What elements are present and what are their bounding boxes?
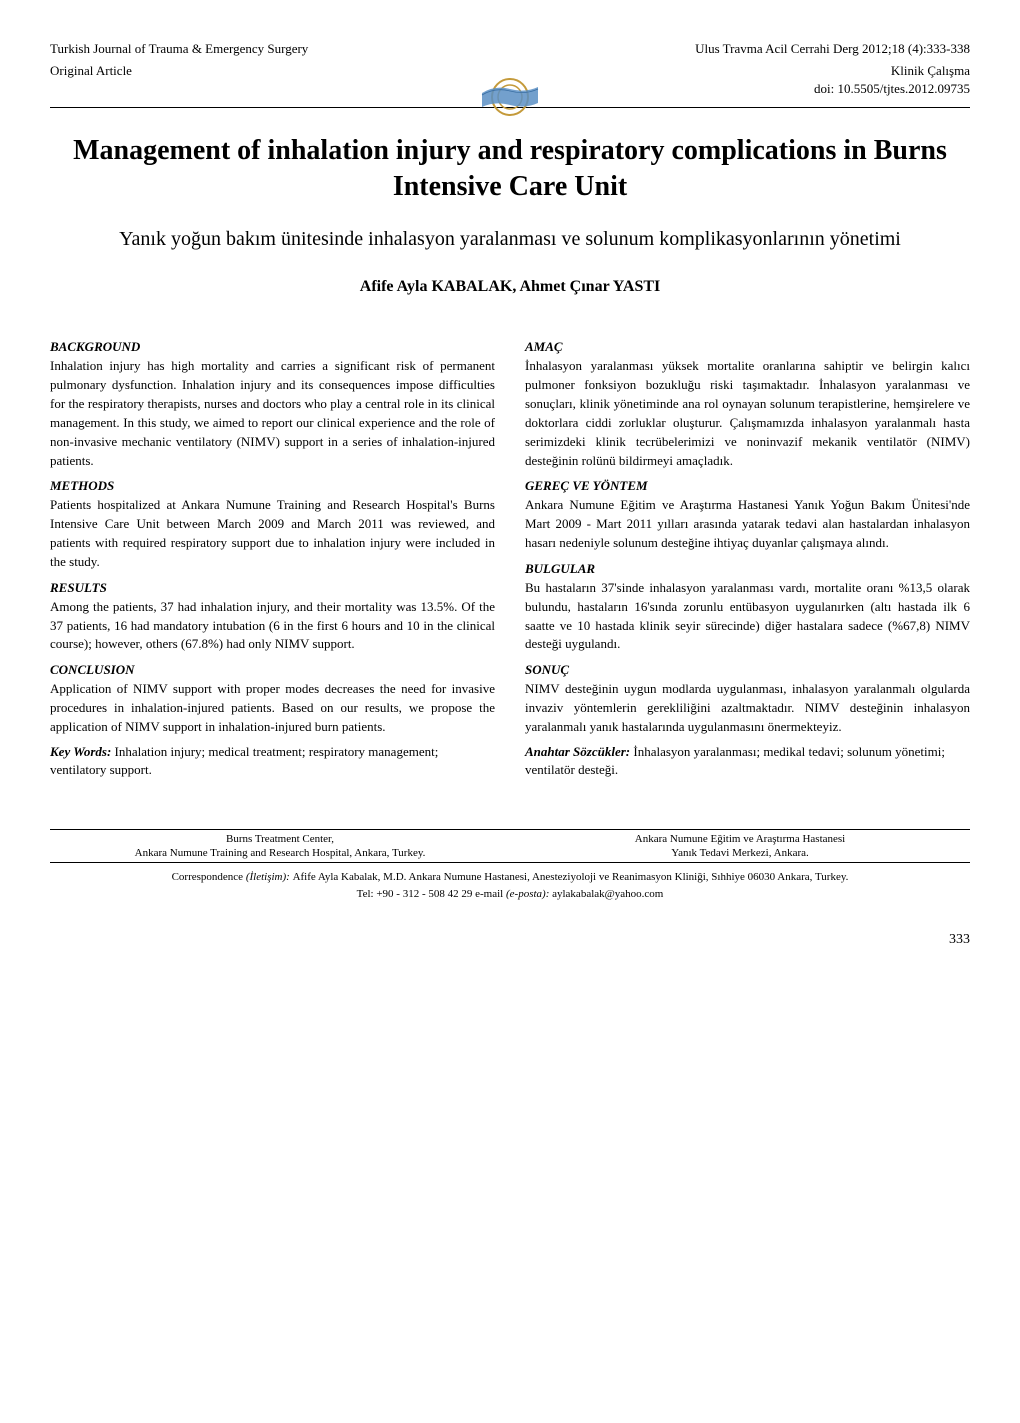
results-heading-tr: BULGULAR bbox=[525, 561, 970, 577]
affil-row-1: Burns Treatment Center, Ankara Numune Eğ… bbox=[50, 832, 970, 846]
affiliation-block: Burns Treatment Center, Ankara Numune Eğ… bbox=[50, 829, 970, 902]
results-body-en: Among the patients, 37 had inhalation in… bbox=[50, 598, 495, 655]
correspondence-email: aylakabalak@yahoo.com bbox=[552, 888, 663, 900]
methods-heading-tr: GEREÇ VE YÖNTEM bbox=[525, 478, 970, 494]
journal-name-en: Turkish Journal of Trauma & Emergency Su… bbox=[50, 40, 308, 58]
header-right-block: Klinik Çalışma doi: 10.5505/tjtes.2012.0… bbox=[814, 62, 970, 98]
keywords-label-tr: Anahtar Sözcükler: bbox=[525, 744, 630, 759]
affil-right-2: Yanık Tedavi Merkezi, Ankara. bbox=[510, 847, 970, 859]
abstract-columns: BACKGROUND Inhalation injury has high mo… bbox=[50, 331, 970, 779]
affil-left-1: Burns Treatment Center, bbox=[50, 833, 510, 845]
doi: doi: 10.5505/tjtes.2012.09735 bbox=[814, 80, 970, 98]
correspondence-label: Correspondence bbox=[172, 871, 243, 883]
results-heading-en: RESULTS bbox=[50, 580, 495, 596]
conclusion-body-tr: NIMV desteğinin uygun modlarda uygulanma… bbox=[525, 680, 970, 737]
journal-name-tr: Ulus Travma Acil Cerrahi Derg 2012;18 (4… bbox=[695, 40, 970, 58]
methods-body-tr: Ankara Numune Eğitim ve Araştırma Hastan… bbox=[525, 496, 970, 553]
correspondence: Correspondence (İletişim): Afife Ayla Ka… bbox=[50, 869, 970, 902]
background-body-tr: İnhalasyon yaralanması yüksek mortalite … bbox=[525, 357, 970, 470]
background-heading-tr: AMAÇ bbox=[525, 339, 970, 355]
article-type-en: Original Article bbox=[50, 62, 132, 80]
methods-body-en: Patients hospitalized at Ankara Numune T… bbox=[50, 496, 495, 571]
conclusion-heading-tr: SONUÇ bbox=[525, 662, 970, 678]
article-subtitle: Yanık yoğun bakım ünitesinde inhalasyon … bbox=[50, 225, 970, 253]
methods-heading-en: METHODS bbox=[50, 478, 495, 494]
affil-right-1: Ankara Numune Eğitim ve Araştırma Hastan… bbox=[510, 833, 970, 845]
affil-divider-top bbox=[50, 829, 970, 830]
keywords-label-en: Key Words: bbox=[50, 744, 111, 759]
abstract-column-en: BACKGROUND Inhalation injury has high mo… bbox=[50, 331, 495, 779]
header: Turkish Journal of Trauma & Emergency Su… bbox=[50, 40, 970, 99]
background-body-en: Inhalation injury has high mortality and… bbox=[50, 357, 495, 470]
background-heading-en: BACKGROUND bbox=[50, 339, 495, 355]
journal-logo-icon bbox=[480, 75, 540, 120]
abstract-column-tr: AMAÇ İnhalasyon yaralanması yüksek morta… bbox=[525, 331, 970, 779]
correspondence-tel-prefix: Tel: +90 - 312 - 508 42 29 e-mail bbox=[357, 888, 506, 900]
affil-left-2: Ankara Numune Training and Research Hosp… bbox=[50, 847, 510, 859]
header-row-1: Turkish Journal of Trauma & Emergency Su… bbox=[50, 40, 970, 58]
keywords-en: Key Words: Inhalation injury; medical tr… bbox=[50, 743, 495, 779]
keywords-tr: Anahtar Sözcükler: İnhalasyon yaralanmas… bbox=[525, 743, 970, 779]
correspondence-tel-italic: (e-posta): bbox=[506, 888, 552, 900]
article-type-tr: Klinik Çalışma bbox=[814, 62, 970, 80]
affil-row-2: Ankara Numune Training and Research Hosp… bbox=[50, 846, 970, 860]
page-number: 333 bbox=[50, 932, 970, 948]
authors: Afife Ayla KABALAK, Ahmet Çınar YASTI bbox=[50, 278, 970, 296]
conclusion-body-en: Application of NIMV support with proper … bbox=[50, 680, 495, 737]
article-title: Management of inhalation injury and resp… bbox=[50, 133, 970, 206]
conclusion-heading-en: CONCLUSION bbox=[50, 662, 495, 678]
results-body-tr: Bu hastaların 37'sinde inhalasyon yarala… bbox=[525, 579, 970, 654]
correspondence-body: Afife Ayla Kabalak, M.D. Ankara Numune H… bbox=[293, 871, 849, 883]
affil-divider-bottom bbox=[50, 862, 970, 863]
correspondence-label-italic: (İletişim): bbox=[243, 871, 292, 883]
